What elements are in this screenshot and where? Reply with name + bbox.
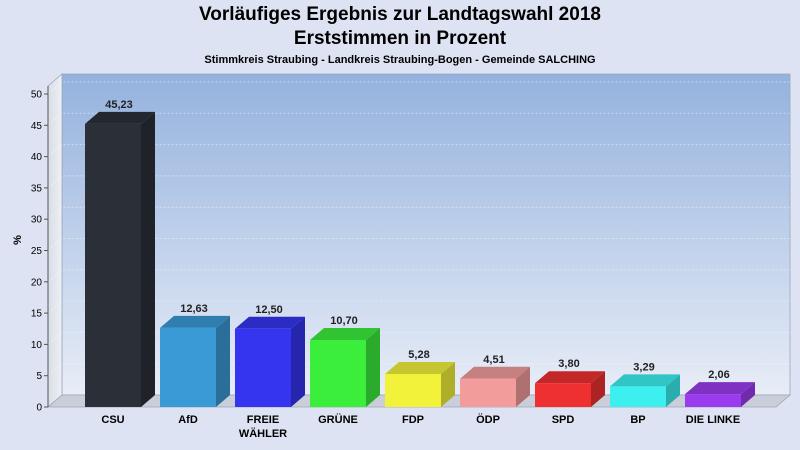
bar-die-linke bbox=[685, 382, 755, 407]
bar-top bbox=[535, 371, 605, 384]
data-label: 12,50 bbox=[255, 304, 283, 316]
bar-front bbox=[610, 386, 666, 407]
bar-front bbox=[385, 373, 441, 407]
x-tick-label: FDP bbox=[402, 414, 424, 426]
y-tick-label: 25 bbox=[31, 246, 43, 257]
x-tick-label: BP bbox=[630, 414, 645, 426]
data-label: 3,80 bbox=[558, 358, 579, 370]
y-tick-label: 30 bbox=[31, 215, 43, 226]
x-tick-label: SPD bbox=[552, 414, 575, 426]
bar-top bbox=[610, 374, 680, 387]
bar-top bbox=[460, 366, 530, 379]
plot-left-wall bbox=[47, 73, 63, 408]
y-tick-label: 20 bbox=[31, 277, 43, 288]
chart-subtitle: Stimmkreis Straubing - Landkreis Straubi… bbox=[204, 54, 596, 66]
bar-csu bbox=[85, 111, 155, 407]
bar-spd bbox=[535, 371, 605, 407]
x-tick-label: AfD bbox=[178, 414, 198, 426]
y-tick-label: 5 bbox=[36, 371, 42, 382]
bar-side bbox=[366, 328, 380, 407]
y-tick-label: 0 bbox=[36, 403, 42, 414]
data-label: 10,70 bbox=[330, 315, 358, 327]
bar-top bbox=[235, 316, 305, 329]
bar-side bbox=[516, 366, 530, 407]
bar-ödp bbox=[460, 366, 530, 407]
bar-top bbox=[160, 315, 230, 328]
bar-front bbox=[460, 378, 516, 407]
bar-front bbox=[310, 340, 366, 407]
y-axis-title: % bbox=[12, 235, 24, 245]
bar-side bbox=[666, 374, 680, 407]
chart-title: Vorläufiges Ergebnis zur Landtagswahl 20… bbox=[199, 4, 601, 25]
chart-title-line-2: Erststimmen in Prozent bbox=[293, 28, 507, 49]
bar-side bbox=[591, 371, 605, 407]
x-tick-label: GRÜNE bbox=[318, 413, 358, 426]
y-tick-label: 10 bbox=[31, 340, 43, 351]
bar-side bbox=[741, 382, 755, 407]
bar-side bbox=[216, 315, 230, 407]
bar-side bbox=[291, 316, 305, 407]
bar-bp bbox=[610, 374, 680, 407]
data-label: 2,06 bbox=[708, 369, 729, 381]
y-tick-label: 15 bbox=[31, 309, 43, 320]
x-tick-label: FREIE bbox=[247, 414, 279, 426]
bar-fdp bbox=[385, 361, 455, 407]
data-label: 5,28 bbox=[408, 349, 429, 361]
data-label: 45,23 bbox=[105, 99, 133, 111]
x-tick-label: ÖDP bbox=[476, 413, 500, 426]
bar-front bbox=[235, 328, 291, 407]
bar-top bbox=[685, 382, 755, 395]
bar-side bbox=[441, 361, 455, 407]
data-label: 12,63 bbox=[180, 303, 208, 315]
y-tick-label: 40 bbox=[31, 152, 43, 163]
bar-front bbox=[160, 327, 216, 407]
x-tick-label: CSU bbox=[101, 414, 124, 426]
bar-front bbox=[85, 123, 141, 407]
bar-side bbox=[141, 111, 155, 407]
x-tick-label: WÄHLER bbox=[239, 427, 287, 440]
bar-top bbox=[85, 111, 155, 124]
bar-front bbox=[535, 383, 591, 407]
y-tick-label: 45 bbox=[31, 121, 43, 132]
data-label: 4,51 bbox=[483, 354, 504, 366]
bar-top bbox=[310, 328, 380, 341]
bar-front bbox=[685, 394, 741, 407]
data-label: 3,29 bbox=[633, 361, 654, 373]
bar-afd bbox=[160, 315, 230, 407]
bar-grüne bbox=[310, 328, 380, 407]
y-tick-label: 50 bbox=[31, 90, 43, 101]
bar-freie-wähler bbox=[235, 316, 305, 407]
x-tick-label: DIE LINKE bbox=[686, 414, 740, 426]
y-tick-label: 35 bbox=[31, 183, 43, 194]
bar-top bbox=[385, 361, 455, 374]
